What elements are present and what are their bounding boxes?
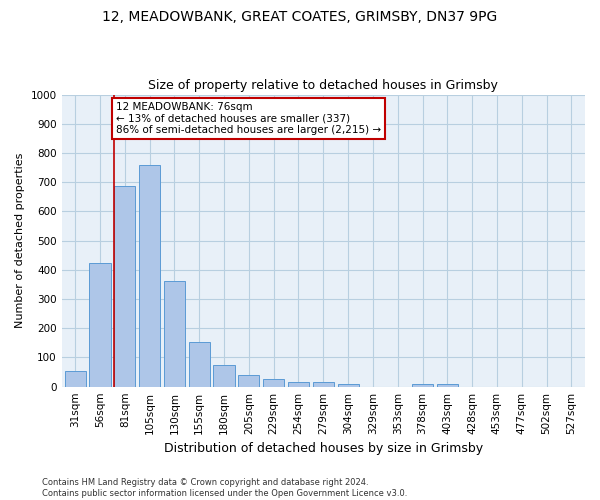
- Text: 12 MEADOWBANK: 76sqm
← 13% of detached houses are smaller (337)
86% of semi-deta: 12 MEADOWBANK: 76sqm ← 13% of detached h…: [116, 102, 381, 135]
- Bar: [214, 365, 235, 386]
- Bar: [338, 384, 359, 386]
- Bar: [412, 384, 433, 386]
- Title: Size of property relative to detached houses in Grimsby: Size of property relative to detached ho…: [148, 79, 498, 92]
- X-axis label: Distribution of detached houses by size in Grimsby: Distribution of detached houses by size …: [164, 442, 483, 455]
- Bar: [437, 384, 458, 386]
- Text: 12, MEADOWBANK, GREAT COATES, GRIMSBY, DN37 9PG: 12, MEADOWBANK, GREAT COATES, GRIMSBY, D…: [103, 10, 497, 24]
- Bar: [114, 186, 136, 386]
- Bar: [164, 281, 185, 386]
- Text: Contains HM Land Registry data © Crown copyright and database right 2024.
Contai: Contains HM Land Registry data © Crown c…: [42, 478, 407, 498]
- Bar: [313, 382, 334, 386]
- Bar: [65, 372, 86, 386]
- Bar: [139, 165, 160, 386]
- Bar: [89, 262, 110, 386]
- Bar: [263, 378, 284, 386]
- Bar: [188, 342, 210, 386]
- Bar: [288, 382, 309, 386]
- Bar: [238, 375, 259, 386]
- Y-axis label: Number of detached properties: Number of detached properties: [15, 153, 25, 328]
